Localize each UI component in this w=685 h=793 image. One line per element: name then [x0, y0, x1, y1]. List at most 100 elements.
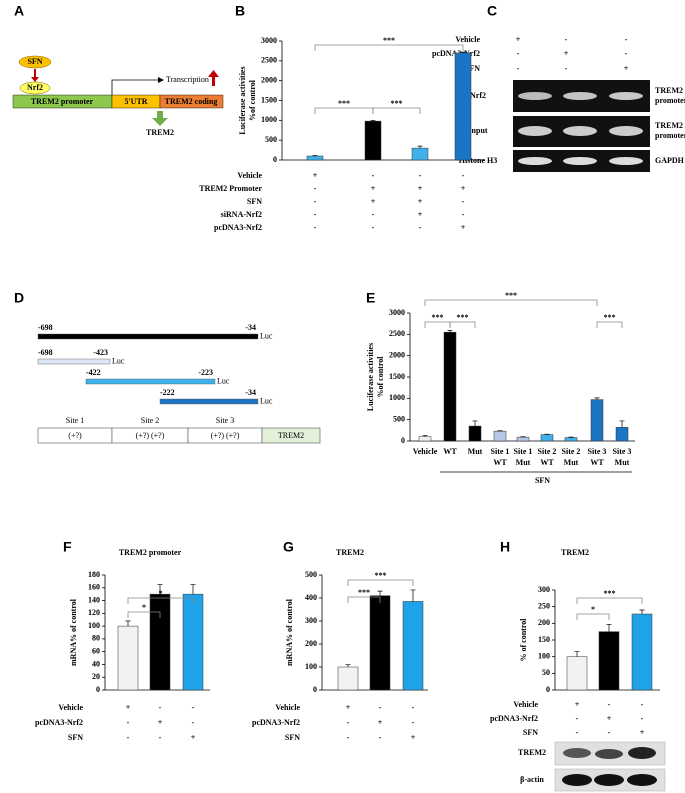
- y-tick-label: 0: [401, 436, 405, 445]
- condition-label: pcDNA3-Nrf2: [252, 718, 300, 727]
- bar: [443, 331, 457, 442]
- y-tick-label: 3000: [261, 36, 277, 45]
- site-marks: (+?) (+?): [211, 431, 240, 440]
- gene-box: [261, 427, 321, 444]
- arrow-head: [158, 77, 164, 83]
- error-bar: [410, 589, 416, 602]
- chart-title: TREM2 promoter: [119, 548, 182, 557]
- condition-mark: +: [461, 223, 466, 232]
- sfn-label: SFN: [27, 57, 42, 66]
- condition-mark: +: [371, 184, 376, 193]
- significance-label: ***: [457, 313, 469, 322]
- condition-mark: -: [379, 733, 382, 742]
- condition-mark: -: [314, 210, 317, 219]
- x-tick-label: Mut: [468, 447, 483, 456]
- site-name: Site 1: [66, 416, 84, 425]
- product-label: TREM2: [146, 128, 174, 137]
- error-bar: [639, 609, 645, 614]
- panel-label: C: [487, 3, 497, 19]
- condition-mark: +: [640, 728, 645, 737]
- condition-mark: +: [624, 64, 629, 73]
- condition-label: SFN: [68, 733, 83, 742]
- bar: [590, 399, 604, 442]
- bar: [337, 666, 359, 691]
- significance-bracket: [347, 579, 414, 586]
- luc-label: Luc: [112, 356, 125, 365]
- significance-label: *: [159, 589, 163, 598]
- y-tick-label: 0: [273, 155, 277, 164]
- bar: [402, 601, 424, 691]
- significance-bracket: [596, 321, 623, 328]
- down-arrow: [157, 111, 163, 119]
- y-tick-label: 250: [538, 601, 550, 610]
- condition-mark: -: [462, 210, 465, 219]
- condition-mark: -: [347, 718, 350, 727]
- significance-bracket: [424, 321, 451, 328]
- site-marks: (+?) (+?): [136, 431, 165, 440]
- luc-label: Luc: [217, 376, 230, 385]
- bar: [149, 593, 171, 691]
- significance-bracket: [576, 597, 643, 604]
- bar: [564, 437, 578, 442]
- condition-mark: -: [379, 703, 382, 712]
- construct-bar: [37, 358, 111, 365]
- blot-row-label: Input: [468, 126, 487, 135]
- y-tick-label: 2000: [389, 350, 405, 359]
- condition-mark: +: [418, 210, 423, 219]
- condition-label: siRNA-Nrf2: [221, 210, 262, 219]
- condition-mark: -: [372, 210, 375, 219]
- condition-mark: -: [576, 728, 579, 737]
- bar: [117, 625, 139, 691]
- blot-row-label: TREM2: [518, 748, 546, 757]
- chart-title: TREM2: [561, 548, 589, 557]
- luc-label: Luc: [260, 331, 273, 340]
- condition-mark: -: [419, 171, 422, 180]
- error-bar: [190, 584, 196, 595]
- y-tick-label: 1000: [389, 393, 405, 402]
- condition-mark: -: [192, 703, 195, 712]
- bar: [306, 155, 324, 161]
- bar: [364, 120, 382, 161]
- condition-mark: -: [314, 197, 317, 206]
- condition-mark: +: [126, 703, 131, 712]
- condition-mark: +: [411, 733, 416, 742]
- y-tick-label: 40: [92, 659, 100, 668]
- error-bar: [447, 330, 453, 333]
- y-tick-label: 60: [92, 646, 100, 655]
- y-axis-label: mRNA% of control: [69, 598, 78, 666]
- condition-mark: +: [575, 700, 580, 709]
- bar: [631, 613, 653, 691]
- bar: [468, 425, 482, 442]
- significance-label: ***: [338, 99, 350, 108]
- y-tick-label: 0: [313, 685, 317, 694]
- group-label: SFN: [535, 476, 550, 485]
- utr-label: 5'UTR: [124, 97, 147, 106]
- significance-label: ***: [604, 589, 616, 598]
- construct-bar: [159, 398, 259, 405]
- condition-label: pcDNA3-Nrf2: [214, 223, 262, 232]
- condition-mark: -: [462, 197, 465, 206]
- panel-label: A: [14, 3, 24, 19]
- condition-label: SFN: [285, 733, 300, 742]
- condition-mark: -: [641, 714, 644, 723]
- y-tick-label: 80: [92, 634, 100, 643]
- x-tick-label: WT: [443, 447, 457, 456]
- condition-mark: -: [625, 35, 628, 44]
- coding-label: TREM2 coding: [165, 97, 218, 106]
- panel-label: D: [14, 290, 24, 306]
- condition-mark: -: [565, 35, 568, 44]
- y-tick-label: 500: [265, 135, 277, 144]
- bar: [615, 427, 629, 442]
- y-tick-label: 0: [96, 685, 100, 694]
- y-tick-label: 50: [542, 668, 550, 677]
- panel-label: F: [63, 539, 72, 555]
- condition-label: TREM2 Promoter: [199, 184, 262, 193]
- panel-label: E: [366, 290, 375, 306]
- significance-bracket: [347, 596, 381, 603]
- y-tick-label: 400: [305, 593, 317, 602]
- condition-mark: -: [608, 700, 611, 709]
- condition-mark: -: [641, 700, 644, 709]
- construct-bar: [85, 378, 216, 385]
- y-tick-label: 100: [305, 662, 317, 671]
